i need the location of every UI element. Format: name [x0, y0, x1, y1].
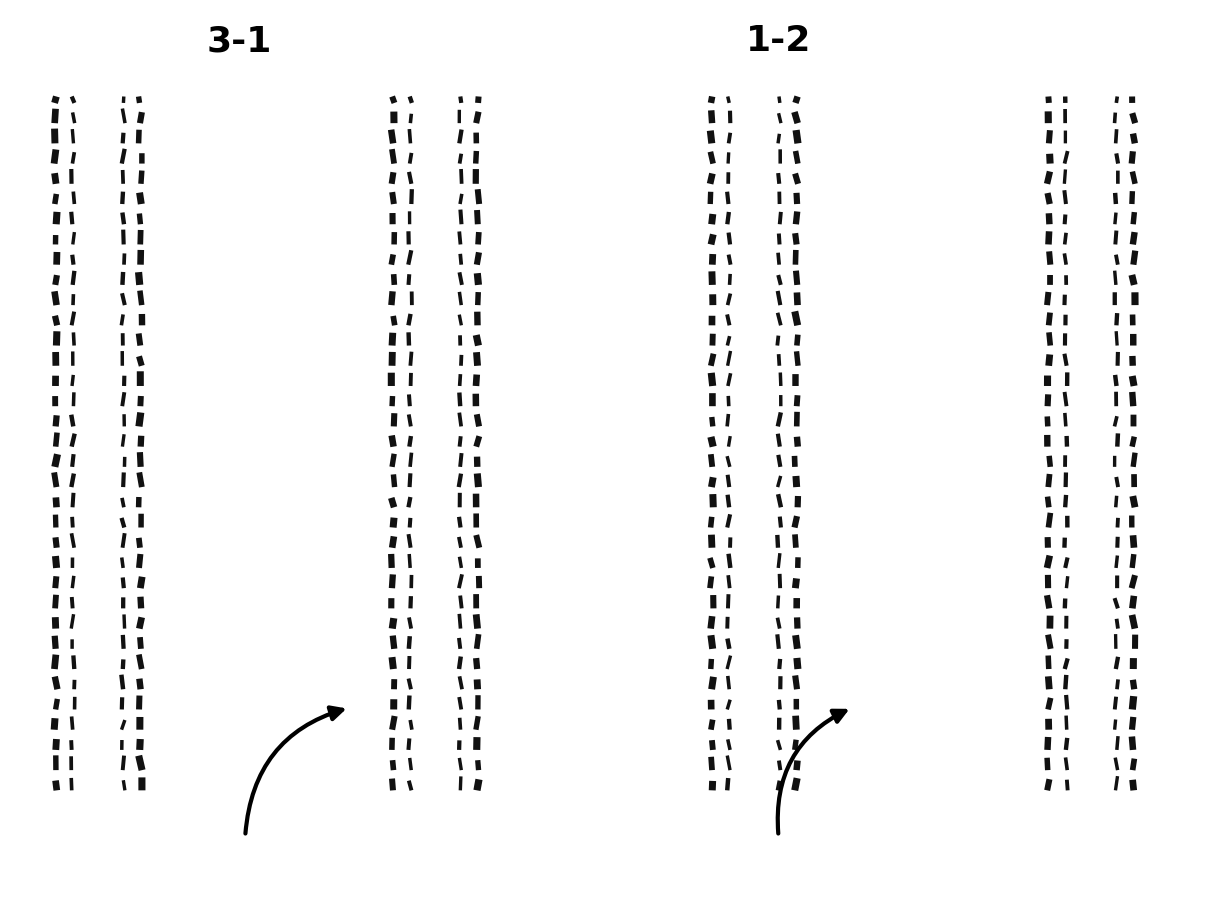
Text: 3-1: 3-1 [206, 25, 272, 58]
Text: 1-2: 1-2 [745, 25, 812, 58]
